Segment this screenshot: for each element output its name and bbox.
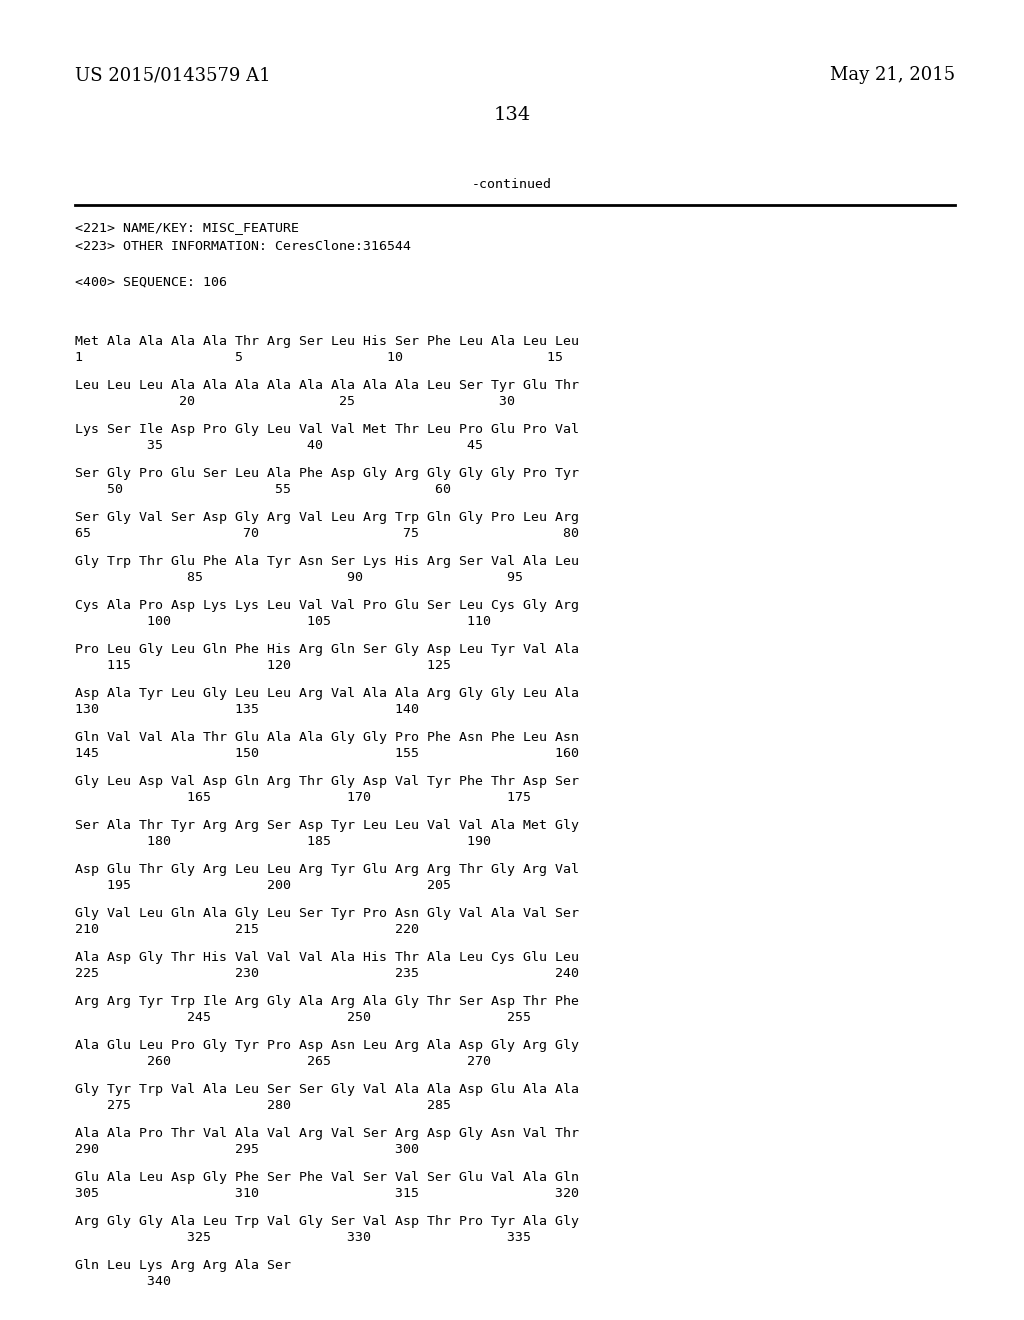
Text: 290                 295                 300: 290 295 300	[75, 1143, 419, 1156]
Text: 65                   70                  75                  80: 65 70 75 80	[75, 527, 579, 540]
Text: US 2015/0143579 A1: US 2015/0143579 A1	[75, 66, 270, 84]
Text: 100                 105                 110: 100 105 110	[75, 615, 490, 628]
Text: -continued: -continued	[472, 178, 552, 191]
Text: Ser Gly Val Ser Asp Gly Arg Val Leu Arg Trp Gln Gly Pro Leu Arg: Ser Gly Val Ser Asp Gly Arg Val Leu Arg …	[75, 511, 579, 524]
Text: Ala Glu Leu Pro Gly Tyr Pro Asp Asn Leu Arg Ala Asp Gly Arg Gly: Ala Glu Leu Pro Gly Tyr Pro Asp Asn Leu …	[75, 1039, 579, 1052]
Text: 165                 170                 175: 165 170 175	[75, 791, 531, 804]
Text: Ala Asp Gly Thr His Val Val Val Ala His Thr Ala Leu Cys Glu Leu: Ala Asp Gly Thr His Val Val Val Ala His …	[75, 950, 579, 964]
Text: Gln Leu Lys Arg Arg Ala Ser: Gln Leu Lys Arg Arg Ala Ser	[75, 1259, 291, 1272]
Text: Ser Gly Pro Glu Ser Leu Ala Phe Asp Gly Arg Gly Gly Gly Pro Tyr: Ser Gly Pro Glu Ser Leu Ala Phe Asp Gly …	[75, 467, 579, 480]
Text: <221> NAME/KEY: MISC_FEATURE: <221> NAME/KEY: MISC_FEATURE	[75, 222, 299, 235]
Text: Gly Leu Asp Val Asp Gln Arg Thr Gly Asp Val Tyr Phe Thr Asp Ser: Gly Leu Asp Val Asp Gln Arg Thr Gly Asp …	[75, 775, 579, 788]
Text: Met Ala Ala Ala Ala Thr Arg Ser Leu His Ser Phe Leu Ala Leu Leu: Met Ala Ala Ala Ala Thr Arg Ser Leu His …	[75, 335, 579, 348]
Text: 275                 280                 285: 275 280 285	[75, 1100, 451, 1111]
Text: 130                 135                 140: 130 135 140	[75, 704, 419, 715]
Text: 1                   5                  10                  15: 1 5 10 15	[75, 351, 563, 364]
Text: 210                 215                 220: 210 215 220	[75, 923, 419, 936]
Text: 195                 200                 205: 195 200 205	[75, 879, 451, 892]
Text: 20                  25                  30: 20 25 30	[75, 395, 515, 408]
Text: 260                 265                 270: 260 265 270	[75, 1055, 490, 1068]
Text: Ala Ala Pro Thr Val Ala Val Arg Val Ser Arg Asp Gly Asn Val Thr: Ala Ala Pro Thr Val Ala Val Arg Val Ser …	[75, 1127, 579, 1140]
Text: Asp Glu Thr Gly Arg Leu Leu Arg Tyr Glu Arg Arg Thr Gly Arg Val: Asp Glu Thr Gly Arg Leu Leu Arg Tyr Glu …	[75, 863, 579, 876]
Text: Gln Val Val Ala Thr Glu Ala Ala Gly Gly Pro Phe Asn Phe Leu Asn: Gln Val Val Ala Thr Glu Ala Ala Gly Gly …	[75, 731, 579, 744]
Text: 325                 330                 335: 325 330 335	[75, 1232, 531, 1243]
Text: 134: 134	[494, 106, 530, 124]
Text: 340: 340	[75, 1275, 171, 1288]
Text: Gly Tyr Trp Val Ala Leu Ser Ser Gly Val Ala Ala Asp Glu Ala Ala: Gly Tyr Trp Val Ala Leu Ser Ser Gly Val …	[75, 1082, 579, 1096]
Text: 50                   55                  60: 50 55 60	[75, 483, 451, 496]
Text: Gly Trp Thr Glu Phe Ala Tyr Asn Ser Lys His Arg Ser Val Ala Leu: Gly Trp Thr Glu Phe Ala Tyr Asn Ser Lys …	[75, 554, 579, 568]
Text: Gly Val Leu Gln Ala Gly Leu Ser Tyr Pro Asn Gly Val Ala Val Ser: Gly Val Leu Gln Ala Gly Leu Ser Tyr Pro …	[75, 907, 579, 920]
Text: 35                  40                  45: 35 40 45	[75, 440, 483, 451]
Text: May 21, 2015: May 21, 2015	[829, 66, 955, 84]
Text: Lys Ser Ile Asp Pro Gly Leu Val Val Met Thr Leu Pro Glu Pro Val: Lys Ser Ile Asp Pro Gly Leu Val Val Met …	[75, 422, 579, 436]
Text: Pro Leu Gly Leu Gln Phe His Arg Gln Ser Gly Asp Leu Tyr Val Ala: Pro Leu Gly Leu Gln Phe His Arg Gln Ser …	[75, 643, 579, 656]
Text: 145                 150                 155                 160: 145 150 155 160	[75, 747, 579, 760]
Text: Cys Ala Pro Asp Lys Lys Leu Val Val Pro Glu Ser Leu Cys Gly Arg: Cys Ala Pro Asp Lys Lys Leu Val Val Pro …	[75, 599, 579, 612]
Text: Arg Arg Tyr Trp Ile Arg Gly Ala Arg Ala Gly Thr Ser Asp Thr Phe: Arg Arg Tyr Trp Ile Arg Gly Ala Arg Ala …	[75, 995, 579, 1008]
Text: <400> SEQUENCE: 106: <400> SEQUENCE: 106	[75, 276, 227, 289]
Text: Arg Gly Gly Ala Leu Trp Val Gly Ser Val Asp Thr Pro Tyr Ala Gly: Arg Gly Gly Ala Leu Trp Val Gly Ser Val …	[75, 1214, 579, 1228]
Text: 85                  90                  95: 85 90 95	[75, 572, 523, 583]
Text: <223> OTHER INFORMATION: CeresClone:316544: <223> OTHER INFORMATION: CeresClone:3165…	[75, 239, 411, 252]
Text: 305                 310                 315                 320: 305 310 315 320	[75, 1187, 579, 1200]
Text: Ser Ala Thr Tyr Arg Arg Ser Asp Tyr Leu Leu Val Val Ala Met Gly: Ser Ala Thr Tyr Arg Arg Ser Asp Tyr Leu …	[75, 818, 579, 832]
Text: Asp Ala Tyr Leu Gly Leu Leu Arg Val Ala Ala Arg Gly Gly Leu Ala: Asp Ala Tyr Leu Gly Leu Leu Arg Val Ala …	[75, 686, 579, 700]
Text: 225                 230                 235                 240: 225 230 235 240	[75, 968, 579, 979]
Text: 245                 250                 255: 245 250 255	[75, 1011, 531, 1024]
Text: Glu Ala Leu Asp Gly Phe Ser Phe Val Ser Val Ser Glu Val Ala Gln: Glu Ala Leu Asp Gly Phe Ser Phe Val Ser …	[75, 1171, 579, 1184]
Text: Leu Leu Leu Ala Ala Ala Ala Ala Ala Ala Ala Leu Ser Tyr Glu Thr: Leu Leu Leu Ala Ala Ala Ala Ala Ala Ala …	[75, 379, 579, 392]
Text: 115                 120                 125: 115 120 125	[75, 659, 451, 672]
Text: 180                 185                 190: 180 185 190	[75, 836, 490, 847]
